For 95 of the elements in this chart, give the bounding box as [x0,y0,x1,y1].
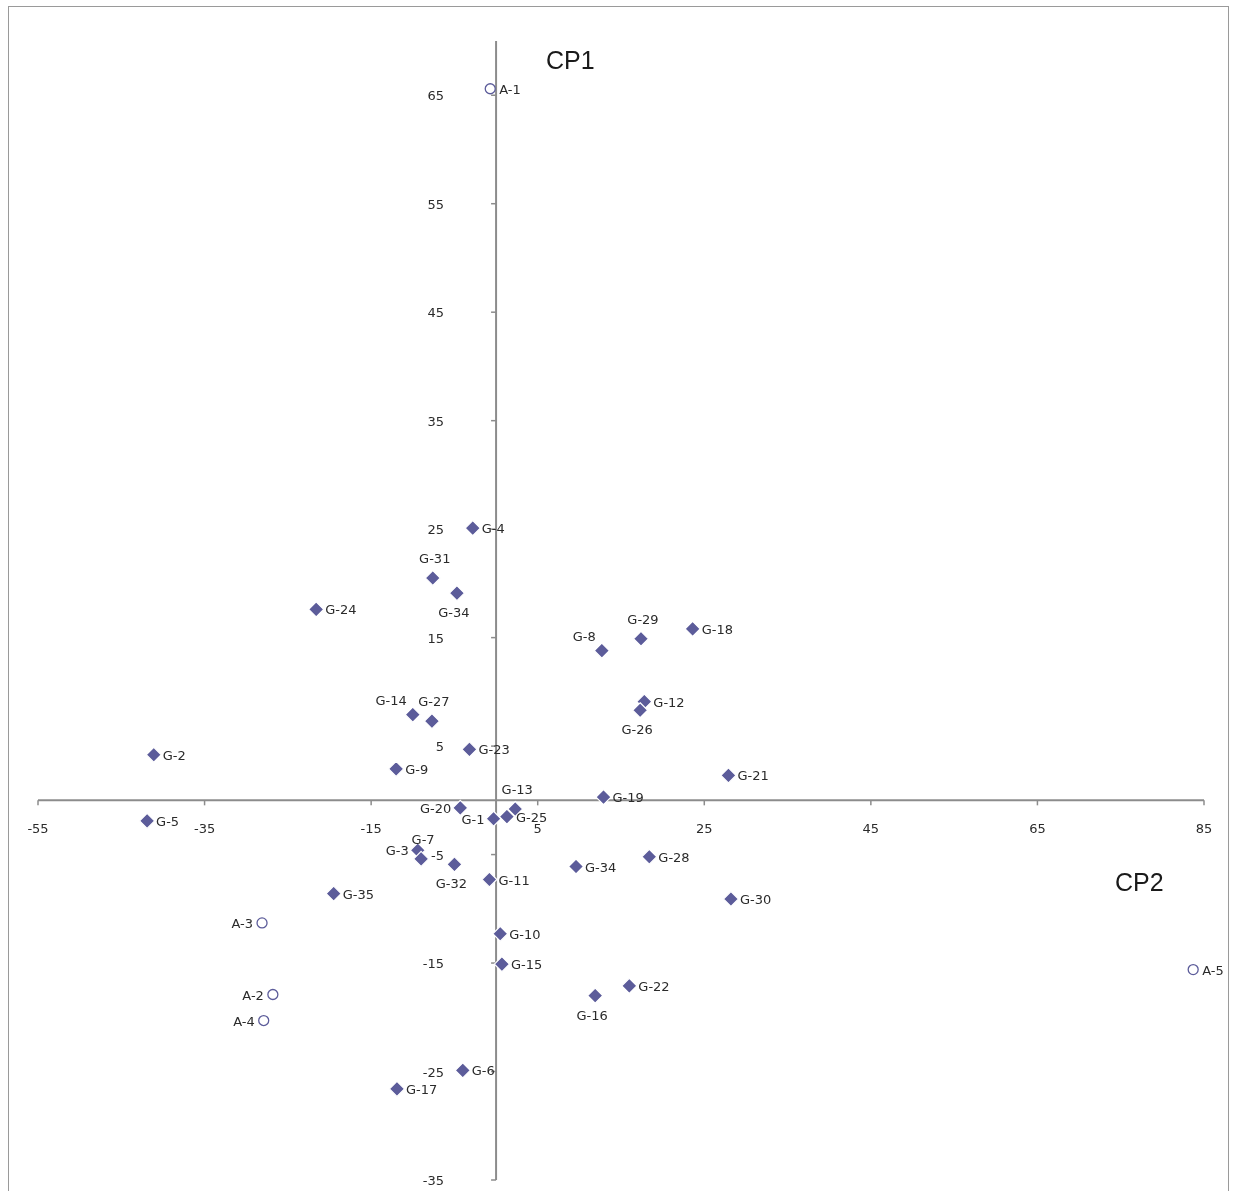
data-label: G-6 [471,1063,495,1079]
data-label: G-29 [627,611,659,627]
data-label: G-10 [509,926,541,942]
data-label: G-19 [612,790,644,806]
point [258,1014,270,1027]
x-tick-label: 45 [862,821,880,837]
point [413,850,430,868]
y-tick-label: 25 [427,522,445,538]
data-label: G-22 [638,978,670,994]
data-label: G-24 [325,602,357,618]
point [452,799,469,817]
data-label: G-17 [405,1081,438,1097]
point [454,1062,471,1079]
data-label: G-21 [737,768,769,784]
x-tick-label: 25 [696,821,713,837]
point [641,848,658,865]
y-tick-label: -5 [431,847,445,863]
data-label: G-5 [156,813,180,829]
point [464,519,481,537]
y-tick-label: 55 [427,196,445,212]
point [424,569,441,587]
data-label: G-26 [621,722,653,738]
point [139,812,156,830]
point [492,925,509,942]
data-label: A-1 [499,81,521,97]
data-label: G-14 [375,692,407,708]
data-label: G-4 [481,521,505,537]
point [567,858,585,875]
data-label: G-9 [405,761,429,777]
data-label: G-27 [418,694,450,710]
x-tick-label: 85 [1195,821,1213,837]
point [325,885,342,902]
y-tick-label: 65 [427,88,445,104]
x-tick-label: -35 [193,821,216,837]
data-label: G-7 [411,831,435,847]
data-label: A-5 [1202,962,1224,978]
data-label: G-2 [162,747,186,763]
point [1187,963,1199,976]
point [595,788,612,806]
data-label: G-31 [419,550,451,566]
point [145,746,162,763]
y-tick-label: 45 [427,305,445,321]
data-label: G-35 [342,886,374,902]
y-tick-label: 35 [427,413,445,429]
point [308,601,325,618]
y-tick-label: -35 [422,1173,445,1188]
x-tick-label: -55 [27,821,49,837]
point [448,585,466,602]
data-label: G-23 [478,742,510,758]
point [256,917,268,929]
point [621,977,638,994]
data-label: G-1 [461,811,485,827]
point [593,642,610,659]
data-label: G-12 [653,694,685,710]
data-label: G-34 [438,605,470,621]
y-axis-title: CP1 [546,46,595,74]
point [493,956,510,973]
x-tick-label: 65 [1029,821,1046,837]
point [267,988,279,1001]
data-label: G-30 [739,892,772,908]
y-tick-label: -25 [422,1064,445,1080]
point [481,871,498,888]
point [423,713,441,730]
point [684,620,701,638]
point [485,810,502,827]
data-label: G-8 [572,628,596,644]
data-label: G-3 [385,843,409,859]
point [498,808,515,825]
data-label: G-15 [510,957,543,973]
data-label: G-11 [498,872,530,888]
point [632,702,649,719]
data-label: G-20 [419,800,452,816]
x-axis-title: CP2 [1115,868,1164,897]
point [632,630,650,647]
point [722,890,740,908]
data-label: A-4 [233,1013,255,1029]
point [484,83,496,95]
data-label: G-18 [701,621,733,637]
y-tick-label: 5 [435,739,445,755]
x-tick-label: -15 [360,821,382,837]
point [461,741,478,758]
data-label: A-2 [242,987,264,1003]
data-label: G-34 [585,859,617,875]
y-tick-label: -15 [422,956,445,972]
data-label: G-13 [501,782,533,798]
point [388,1080,406,1097]
data-label: G-16 [576,1007,608,1023]
point [404,706,421,723]
y-tick-label: 15 [427,630,445,646]
data-label: G-28 [658,849,690,865]
point [587,987,604,1004]
point [446,856,463,873]
point [720,767,737,784]
data-label: G-32 [435,876,468,892]
data-label: A-3 [231,915,254,931]
